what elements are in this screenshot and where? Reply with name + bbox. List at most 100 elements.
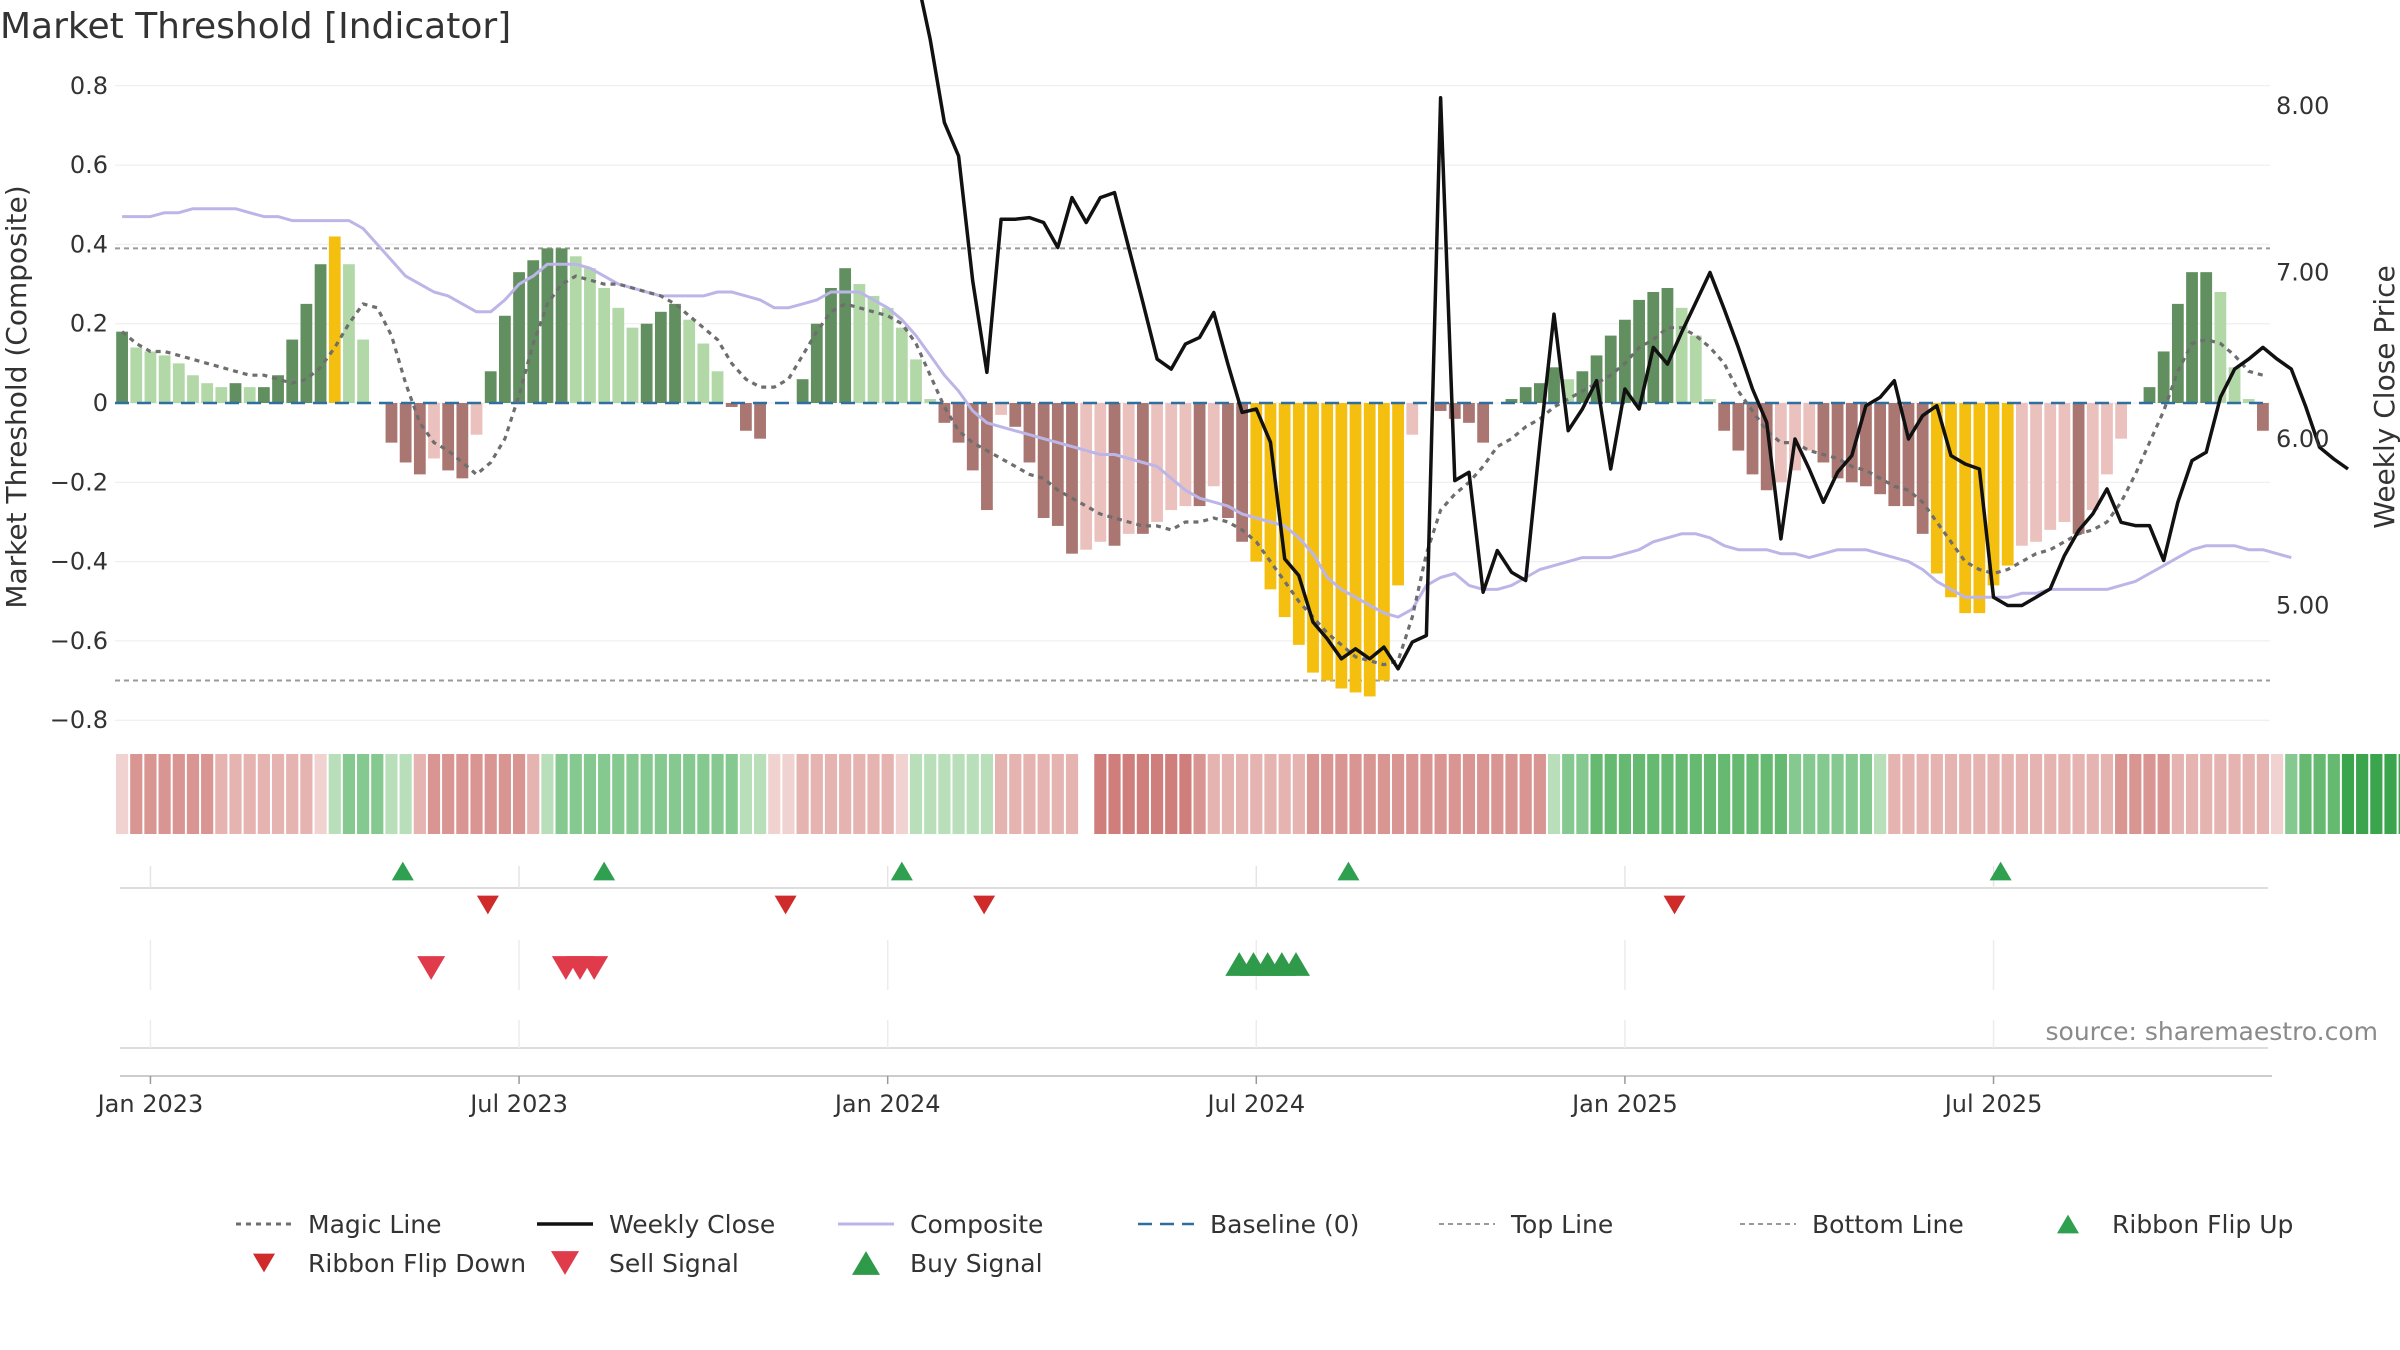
histogram-bar [1817,403,1830,463]
ribbon-cell [2327,754,2340,834]
histogram-bar [1094,403,1107,542]
histogram-bar [2058,403,2071,522]
ribbon-cell [2384,754,2397,834]
histogram-bar [1222,403,1234,518]
ribbon-cell [1023,754,1036,834]
histogram-bar [498,315,511,403]
histogram-bar [1392,403,1404,586]
histogram-bar [1519,387,1532,403]
ribbon-cell [2044,754,2057,834]
ribbon-cell [2058,754,2071,834]
histogram-bar [1335,403,1348,689]
ribbon-flip-up-icon [1989,861,2012,881]
histogram-bar [1746,403,1759,475]
histogram-bar [1548,367,1560,403]
histogram-bar [1916,403,1929,534]
ribbon-cell [2299,754,2312,834]
ribbon-cell [782,754,795,834]
ribbon-cell [739,754,752,834]
histogram-bar [2143,387,2156,403]
ribbon-cell [853,754,866,834]
histogram-bar [910,359,922,403]
histogram-bar [1009,403,1022,427]
histogram-bar [938,403,951,423]
histogram-bar [172,363,185,403]
ribbon-cell [1406,754,1419,834]
magic-line [121,274,2264,667]
histogram-bar [484,371,497,403]
ribbon-cell [1547,754,1561,834]
histogram-bar [1604,335,1617,403]
ribbon-flip-up-icon [1337,861,1360,881]
histogram-bar [640,323,653,403]
ribbon-cell [1349,754,1362,834]
ribbon-cell [725,754,738,834]
ribbon-cell [867,754,880,834]
ribbon-cell [839,754,852,834]
histogram-bar [2242,399,2255,403]
histogram-bar [1278,403,1291,618]
ribbon-cell [1718,754,1731,834]
ribbon-cell [2200,754,2213,834]
ribbon-cell [385,754,398,834]
histogram-bar [2044,403,2057,530]
histogram-bar [1987,403,2000,586]
ribbon-cell [2214,754,2227,834]
histogram-bar [1874,403,1887,495]
y-axis-label: Market Threshold (Composite) [0,185,33,608]
histogram-bar [286,339,299,403]
histogram-bar [1675,307,1688,403]
histogram-bar [215,387,228,403]
histogram-bar [1363,403,1376,697]
ribbon-flip-up-icon [593,861,616,881]
ribbon-cell [909,754,923,834]
ribbon-cell [1037,754,1050,834]
ribbon-cell [130,754,143,834]
histogram-bar [881,307,894,403]
ribbon-cell [1193,754,1206,834]
ribbon-cell [1051,754,1064,834]
ribbon-cell [2072,754,2085,834]
histogram-bar [1037,403,1050,518]
histogram-bar [654,311,667,403]
histogram-bar [2157,351,2170,403]
ribbon-cell [498,754,511,834]
ribbon-cell [1377,754,1390,834]
ribbon-flip-up-icon [890,861,913,881]
histogram-bar [541,248,554,403]
ribbon-cell [1987,754,2000,834]
histogram-bar [810,323,823,403]
y-tick-label: 0.6 [70,151,108,179]
histogram-bar [2214,291,2227,403]
sell-signal-icon [580,956,609,980]
ribbon-cell [824,754,838,834]
histogram-bar [1307,403,1319,673]
histogram-bar [1803,403,1816,451]
ribbon-cell [2001,754,2014,834]
histogram-bar [1179,403,1192,507]
histogram-bar [2101,403,2113,475]
ribbon-cell [2171,754,2184,834]
histogram-bar [2001,403,2014,566]
histogram-bar [1292,403,1305,645]
ribbon-cell [598,754,611,834]
histogram-bar [527,260,540,403]
y-tick-label: 0.2 [70,310,108,338]
ribbon-cell [2228,754,2241,834]
ribbon-cell [1859,754,1873,834]
ribbon-cell [1817,754,1830,834]
ribbon-cell [995,754,1008,834]
ribbon-flip-down-icon [1663,895,1686,915]
ribbon-cell [1477,754,1490,834]
ribbon-cell [1675,754,1688,834]
ribbon-cell [1930,754,1943,834]
histogram-bar [1434,403,1447,411]
ribbon-cell [1321,754,1334,834]
ribbon-cell [470,754,483,834]
legend-label: Top Line [1510,1210,1613,1239]
ribbon-cell [158,754,171,834]
ribbon-cell [201,754,214,834]
y-tick-label: −0.2 [50,468,108,496]
ribbon-cell [1633,754,1646,834]
histogram-bar [697,343,710,403]
